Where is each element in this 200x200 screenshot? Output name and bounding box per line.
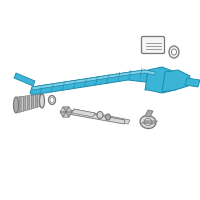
Polygon shape — [185, 78, 200, 87]
Ellipse shape — [172, 49, 177, 55]
Polygon shape — [17, 97, 19, 113]
Ellipse shape — [48, 96, 56, 104]
FancyBboxPatch shape — [142, 36, 164, 53]
Polygon shape — [66, 107, 72, 112]
Polygon shape — [32, 70, 155, 90]
Polygon shape — [63, 107, 69, 112]
Ellipse shape — [40, 94, 44, 108]
Ellipse shape — [140, 115, 156, 129]
Ellipse shape — [105, 114, 111, 120]
Ellipse shape — [50, 97, 54, 103]
Polygon shape — [30, 70, 160, 95]
Polygon shape — [162, 70, 190, 92]
Polygon shape — [19, 97, 21, 112]
Ellipse shape — [14, 97, 18, 113]
Polygon shape — [40, 94, 42, 107]
Ellipse shape — [97, 112, 103, 118]
Polygon shape — [25, 96, 27, 111]
Polygon shape — [27, 96, 30, 110]
Polygon shape — [72, 109, 95, 117]
Polygon shape — [72, 109, 130, 124]
Polygon shape — [23, 96, 25, 111]
Polygon shape — [30, 95, 32, 110]
Polygon shape — [36, 95, 38, 108]
Polygon shape — [60, 112, 66, 117]
Polygon shape — [66, 112, 72, 117]
Polygon shape — [32, 95, 34, 109]
Polygon shape — [34, 95, 36, 108]
Ellipse shape — [169, 46, 179, 58]
Polygon shape — [21, 96, 23, 112]
Polygon shape — [68, 110, 125, 124]
Polygon shape — [145, 67, 178, 93]
Polygon shape — [145, 110, 153, 117]
Polygon shape — [38, 94, 40, 107]
Polygon shape — [60, 107, 66, 112]
Polygon shape — [14, 73, 35, 86]
Polygon shape — [63, 112, 69, 117]
